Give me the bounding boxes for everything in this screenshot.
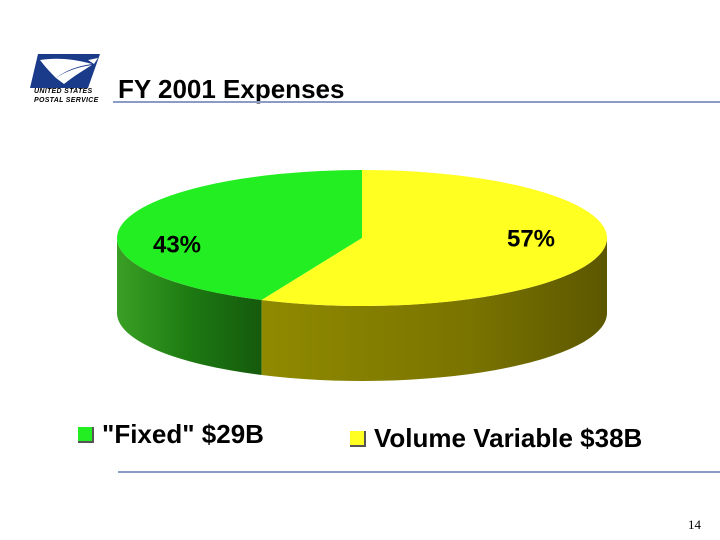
legend-label-volume-variable: Volume Variable $38B xyxy=(374,423,643,453)
pie-label-fixed: 43% xyxy=(153,231,201,258)
page-title: FY 2001 Expenses xyxy=(118,74,345,104)
eagle-icon xyxy=(30,54,100,88)
pie-label-volume-variable: 57% xyxy=(507,225,555,252)
pie-side-fixed xyxy=(117,238,262,376)
logo-line-2: POSTAL SERVICE xyxy=(34,97,99,104)
legend-label-fixed: "Fixed" $29B xyxy=(102,419,264,449)
legend-swatch-fixed xyxy=(78,426,94,443)
title-divider xyxy=(113,101,720,103)
legend-item-volume-variable: Volume Variable $38B xyxy=(350,423,642,454)
page-number: 14 xyxy=(688,517,701,532)
pie-slice-volume-variable xyxy=(261,170,608,307)
pie-slice-fixed xyxy=(117,170,362,301)
legend-item-fixed: "Fixed" $29B xyxy=(78,419,264,450)
pie-side-volume-variable xyxy=(261,238,607,381)
legend-swatch-volume-variable xyxy=(350,430,366,447)
footer-divider xyxy=(118,471,720,473)
logo-line-1: UNITED STATES xyxy=(34,88,93,95)
